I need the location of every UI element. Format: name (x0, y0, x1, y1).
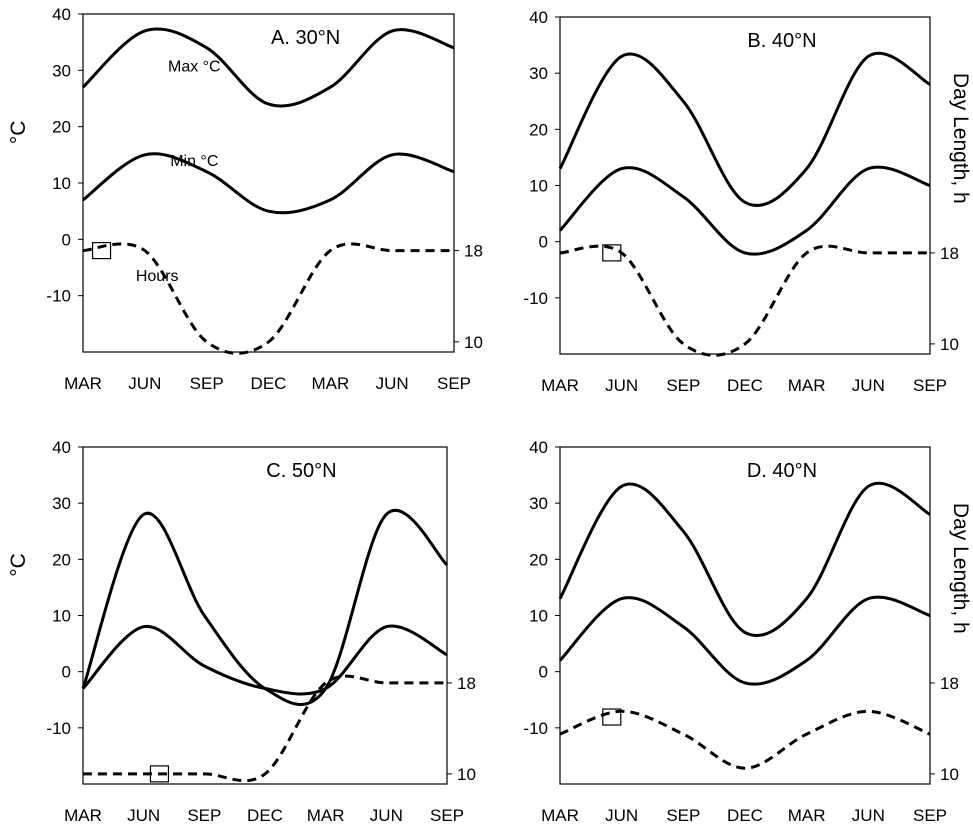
x-tick-label: MAR (64, 374, 102, 393)
y-tick-label: 0 (539, 663, 548, 682)
temperature-series-line-2 (558, 165, 931, 256)
plot-frame (559, 446, 931, 785)
chart-panel-4: 40 30 20 10 0 -10 18 10 MAR JUN SEP DEC MAR JUN SEP D. … (523, 438, 972, 825)
y2-tick-label: 18 (940, 244, 959, 263)
y2-axis-title: Day Length, h (949, 503, 972, 634)
x-tick-label: JUN (605, 376, 638, 395)
y-tick-label: -10 (46, 287, 71, 306)
panel-title: A. 30°N (271, 27, 340, 49)
chart-panel-1: 40 30 20 10 0 -10 18 10 MAR JUN SEP DEC MAR JUN SEP A. … (7, 5, 483, 393)
x-tick-label: JUN (376, 374, 409, 393)
x-tick-label: SEP (913, 806, 947, 825)
y-tick-label: 40 (52, 5, 71, 24)
y-tick-label: 10 (529, 177, 548, 196)
x-tick-label: MAR (541, 376, 579, 395)
temperature-series-line-2 (82, 152, 455, 215)
y2-tick-label: 18 (464, 242, 483, 261)
x-tick-label: JUN (852, 806, 885, 825)
y-tick-label: 0 (62, 230, 71, 249)
temperature-series-line-1 (81, 509, 449, 707)
x-tick-label: DEC (247, 806, 283, 825)
x-tick-label: SEP (666, 806, 700, 825)
plot-frame (559, 16, 931, 355)
y-tick-label: 10 (52, 607, 71, 626)
start-marker-square (602, 244, 622, 262)
y-tick-label: 30 (52, 494, 71, 513)
start-marker-square (602, 708, 622, 726)
y-tick-label: -10 (523, 289, 548, 308)
temperature-series-line-1 (558, 51, 931, 207)
y-tick-label: 0 (62, 663, 71, 682)
day-length-series-line (559, 709, 931, 770)
series-annotation: Max °C (168, 58, 221, 75)
x-tick-label: JUN (852, 376, 885, 395)
series-annotation: Hours (136, 268, 179, 285)
y-tick-label: -10 (46, 719, 71, 738)
panel-title: C. 50°N (266, 460, 336, 482)
y-tick-label: 40 (52, 438, 71, 457)
y-tick-label: 20 (52, 550, 71, 569)
temperature-series-line-1 (81, 27, 455, 108)
day-length-series-line (82, 242, 454, 355)
y-tick-label: 40 (529, 438, 548, 457)
y-tick-label: 30 (529, 64, 548, 83)
y2-tick-label: 18 (940, 674, 959, 693)
chart-panel-3: 40 30 20 10 0 -10 18 10 MAR JUN SEP DEC MAR JUN SEP C. … (7, 438, 476, 825)
x-tick-label: JUN (605, 806, 638, 825)
x-tick-label: DEC (727, 376, 763, 395)
y-tick-label: 20 (529, 550, 548, 569)
y-tick-label: -10 (523, 719, 548, 738)
y-axis-title: °C (7, 121, 30, 145)
y2-tick-label: 18 (457, 674, 476, 693)
x-tick-label: MAR (541, 806, 579, 825)
x-tick-label: JUN (128, 374, 161, 393)
panel-title: B. 40°N (747, 30, 816, 52)
x-tick-label: MAR (788, 376, 826, 395)
y2-tick-label: 10 (457, 765, 476, 784)
x-tick-label: SEP (190, 374, 224, 393)
series-annotation: Min °C (170, 153, 218, 170)
panel-title: D. 40°N (747, 460, 817, 482)
y-tick-label: 30 (529, 494, 548, 513)
y-tick-label: 30 (52, 61, 71, 80)
x-tick-label: SEP (666, 376, 700, 395)
plot-frame (82, 13, 455, 353)
y-tick-label: 20 (52, 118, 71, 137)
x-tick-label: MAR (307, 806, 345, 825)
y-tick-label: 10 (529, 607, 548, 626)
day-length-series-line (82, 674, 447, 783)
plot-frame (82, 446, 448, 785)
day-length-series-line (559, 244, 930, 357)
x-tick-label: MAR (788, 806, 826, 825)
temperature-series-line-2 (558, 595, 931, 686)
x-tick-label: MAR (64, 806, 102, 825)
x-tick-label: JUN (127, 806, 160, 825)
y-tick-label: 40 (529, 8, 548, 27)
x-tick-label: SEP (187, 806, 221, 825)
y2-tick-label: 10 (464, 333, 483, 352)
x-tick-label: SEP (437, 374, 471, 393)
x-tick-label: SEP (913, 376, 947, 395)
x-tick-label: DEC (251, 374, 287, 393)
y-tick-label: 10 (52, 174, 71, 193)
y-axis-title: °C (7, 553, 30, 577)
temperature-series-line-1 (558, 481, 931, 638)
x-tick-label: JUN (370, 806, 403, 825)
chart-panel-2: 40 30 20 10 0 -10 18 10 MAR JUN SEP DEC MAR JUN SEP B. … (523, 8, 972, 395)
y2-tick-label: 10 (940, 335, 959, 354)
temperature-series-line-2 (81, 624, 448, 696)
y-tick-label: 20 (529, 120, 548, 139)
start-marker-square (149, 765, 170, 783)
y-tick-label: 0 (539, 233, 548, 252)
y2-axis-title: Day Length, h (949, 73, 972, 204)
x-tick-label: DEC (727, 806, 763, 825)
start-marker-square (91, 242, 112, 260)
y2-tick-label: 10 (940, 765, 959, 784)
x-tick-label: MAR (311, 374, 349, 393)
x-tick-label: SEP (430, 806, 464, 825)
